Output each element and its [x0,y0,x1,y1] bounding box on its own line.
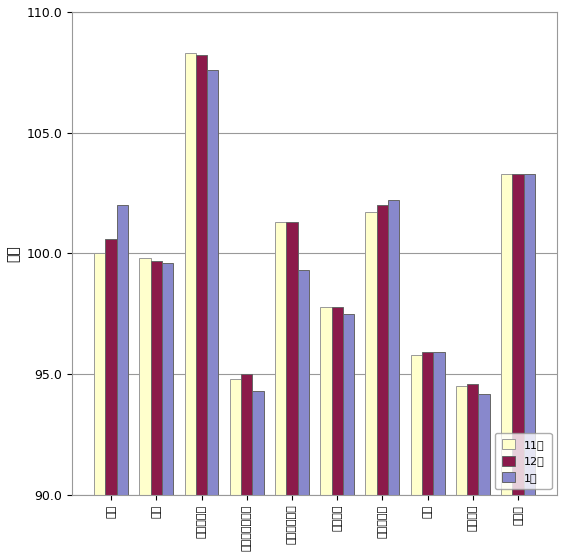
Legend: 11月, 12月, 1月: 11月, 12月, 1月 [495,432,552,489]
Bar [275,222,287,558]
Bar [501,174,513,558]
Bar [365,213,377,558]
Bar [151,261,162,558]
Bar [320,306,332,558]
Bar [467,384,478,558]
Bar [411,355,422,558]
Bar [230,379,241,558]
Bar [253,391,264,558]
Bar [207,70,218,558]
Y-axis label: 指数: 指数 [7,245,21,262]
Bar [524,174,535,558]
Bar [287,222,298,558]
Bar [94,253,105,558]
Bar [422,353,433,558]
Bar [241,374,253,558]
Bar [513,174,524,558]
Bar [298,271,309,558]
Bar [196,55,207,558]
Bar [433,353,444,558]
Bar [377,205,388,558]
Bar [117,205,128,558]
Bar [184,53,196,558]
Bar [105,239,117,558]
Bar [139,258,151,558]
Bar [478,393,490,558]
Bar [388,200,399,558]
Bar [162,263,173,558]
Bar [456,386,467,558]
Bar [343,314,354,558]
Bar [332,306,343,558]
